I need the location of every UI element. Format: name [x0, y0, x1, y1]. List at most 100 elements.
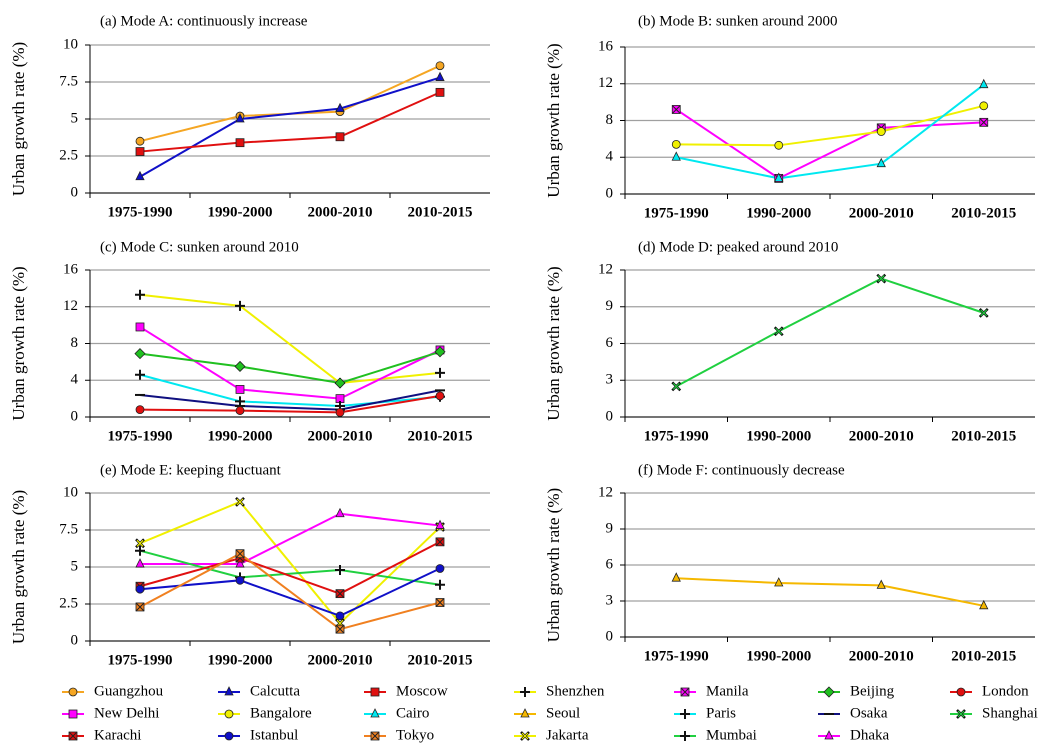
y-tick-label: 2.5	[59, 595, 78, 611]
marker	[235, 300, 245, 311]
series-line	[139, 64, 441, 143]
legend-label: Cairo	[396, 705, 429, 721]
marker-shape	[135, 545, 145, 556]
marker	[979, 599, 989, 610]
marker-shape	[135, 369, 145, 380]
y-axis-label: Urban growth rate (%)	[544, 488, 563, 642]
legend-entry: Moscow	[364, 683, 448, 699]
marker-shape	[774, 140, 784, 150]
marker-shape	[234, 360, 246, 373]
marker-shape	[824, 730, 834, 740]
marker-shape	[135, 558, 145, 568]
series-line	[139, 293, 441, 385]
marker	[680, 709, 690, 719]
marker-shape	[435, 367, 445, 378]
marker	[370, 687, 380, 697]
x-tick-label: 1975-1990	[644, 205, 709, 221]
legend-label: Paris	[706, 705, 736, 721]
marker-shape	[435, 391, 445, 401]
marker	[224, 731, 234, 741]
legend-entry: Dhaka	[818, 727, 889, 743]
marker-shape	[136, 539, 144, 547]
marker-shape	[335, 624, 345, 634]
marker-shape	[671, 139, 681, 149]
marker-shape	[435, 519, 445, 529]
marker	[979, 101, 989, 111]
marker-shape	[520, 708, 530, 718]
marker-shape	[823, 686, 835, 698]
marker	[224, 686, 234, 696]
legend-label: Dhaka	[850, 727, 889, 743]
marker	[435, 391, 445, 401]
marker-shape	[235, 558, 245, 568]
marker-shape	[370, 708, 380, 718]
series-line	[139, 552, 441, 631]
legend-entry: Seoul	[514, 705, 580, 721]
marker	[335, 102, 345, 113]
marker	[680, 731, 690, 741]
y-tick-label: 0	[71, 184, 79, 200]
marker	[135, 584, 145, 594]
marker-shape	[235, 138, 245, 148]
marker	[334, 377, 346, 389]
y-tick-label: 10	[63, 36, 78, 52]
series-line	[139, 326, 441, 400]
marker	[135, 136, 145, 146]
marker	[235, 558, 245, 568]
marker	[68, 709, 78, 719]
y-tick-label: 7.5	[59, 521, 78, 537]
marker	[520, 731, 530, 741]
marker	[435, 61, 445, 71]
marker-shape	[435, 564, 445, 573]
marker	[68, 687, 78, 697]
legend-label: Guangzhou	[94, 683, 164, 699]
marker-shape	[956, 687, 966, 697]
legend-entry: Paris	[674, 705, 736, 721]
marker-shape	[134, 348, 146, 360]
y-tick-label: 16	[63, 261, 79, 277]
marker-shape	[671, 572, 681, 582]
marker	[135, 322, 145, 332]
y-tick-label: 0	[606, 628, 614, 644]
marker	[774, 577, 784, 587]
marker	[876, 273, 887, 284]
legend-label: Tokyo	[396, 727, 434, 743]
x-tick-label: 2010-2015	[951, 205, 1016, 221]
y-axis-label: Urban growth rate (%)	[544, 266, 563, 420]
marker	[335, 624, 345, 634]
y-axis-label: Urban growth rate (%)	[9, 490, 28, 644]
legend-label: Mumbai	[706, 727, 757, 743]
legend-label: Moscow	[396, 683, 448, 699]
legend-label: Osaka	[850, 705, 888, 721]
x-tick-label: 2000-2010	[308, 652, 373, 668]
panel-title: (c) Mode C: sunken around 2010	[100, 239, 299, 255]
marker	[235, 385, 245, 394]
legend-entry: Jakarta	[514, 727, 589, 743]
marker	[134, 348, 146, 360]
marker	[434, 346, 446, 358]
marker	[335, 611, 345, 621]
marker	[978, 307, 989, 318]
marker-shape	[877, 275, 885, 282]
marker-shape	[135, 170, 145, 181]
marker	[435, 537, 445, 547]
panel-title: (e) Mode E: keeping fluctuant	[100, 462, 282, 478]
y-tick-label: 6	[606, 556, 614, 572]
y-tick-label: 12	[598, 261, 613, 277]
panel-title: (a) Mode A: continuously increase	[100, 13, 308, 29]
marker-shape	[775, 327, 783, 335]
x-tick-label: 2010-2015	[408, 428, 473, 444]
marker-shape	[335, 611, 345, 621]
marker-shape	[671, 105, 681, 114]
marker	[135, 170, 145, 181]
marker	[235, 549, 245, 559]
marker	[824, 730, 834, 740]
marker-shape	[135, 147, 145, 156]
marker	[435, 564, 445, 573]
series-line	[139, 540, 441, 595]
y-tick-label: 9	[606, 298, 614, 314]
x-tick-label: 2010-2015	[951, 428, 1016, 444]
x-tick-label: 1990-2000	[746, 428, 811, 444]
legend-entry: Shenzhen	[514, 683, 605, 699]
